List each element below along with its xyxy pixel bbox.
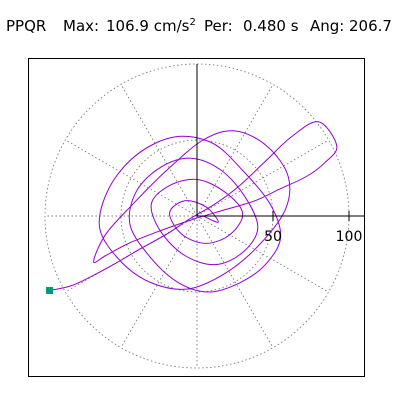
grid-spoke-330: [196, 215, 329, 293]
angle-label: Ang:: [310, 17, 345, 35]
max-unit-exponent: 2: [189, 17, 196, 28]
plot-frame: 50 100: [28, 58, 365, 377]
grid-spoke-30: [196, 139, 329, 217]
polar-plot: 50 100: [44, 63, 364, 369]
angle-value: 206.7: [349, 17, 392, 35]
motion-trace: [49, 121, 338, 293]
station-name: PPQR: [6, 17, 47, 35]
title-bar: PPQR Max: 106.9 cm/s2 Per: 0.480 s Ang: …: [0, 15, 400, 37]
grid-spoke-120: [120, 84, 198, 217]
period-label: Per:: [204, 17, 233, 35]
x-tick-label-50: 50: [264, 229, 282, 245]
max-value: 106.9 cm/s: [106, 17, 190, 35]
grid-spoke-60: [196, 84, 274, 217]
grid-spoke-240: [120, 215, 198, 348]
x-tick-label-100: 100: [336, 229, 363, 245]
start-marker: [46, 286, 54, 294]
max-label: Max:: [63, 17, 100, 35]
grid-spoke-150: [65, 139, 198, 217]
grid-spoke-300: [196, 215, 274, 348]
max-value-group: 106.9 cm/s2: [106, 15, 196, 37]
period-value: 0.480 s: [243, 17, 299, 35]
